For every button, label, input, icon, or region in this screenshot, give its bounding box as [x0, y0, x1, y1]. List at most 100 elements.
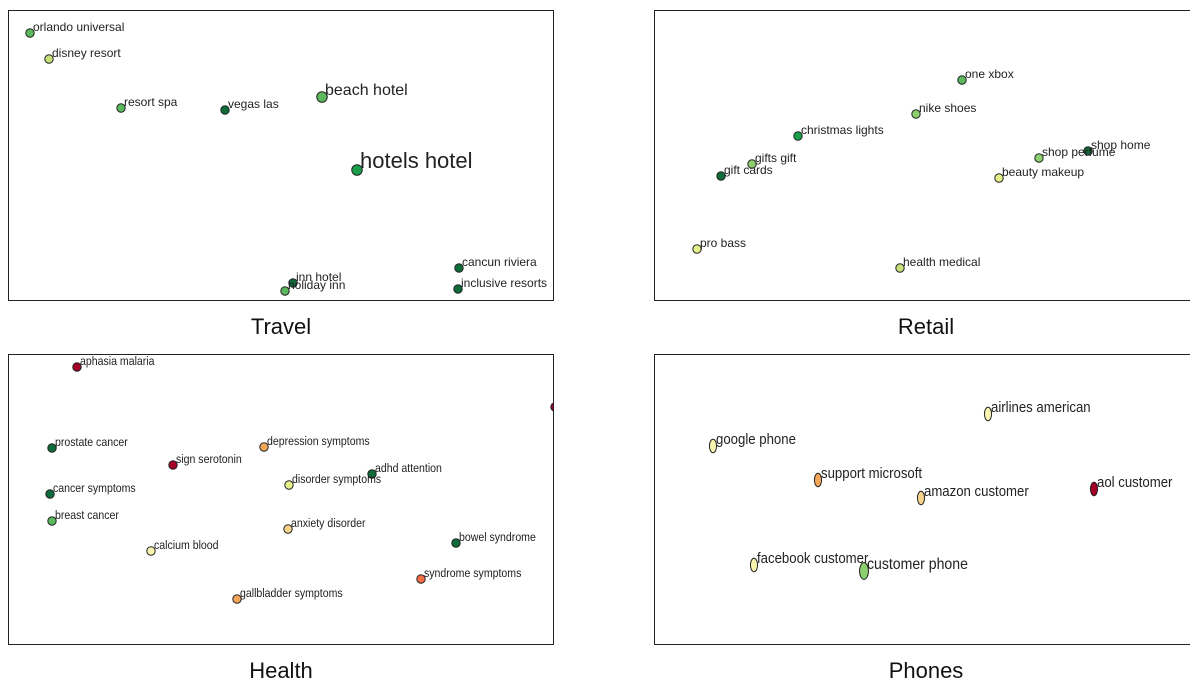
scatter-point: depression symptoms — [259, 435, 370, 452]
health-caption: Health — [249, 658, 313, 683]
point-marker — [45, 489, 55, 499]
point-marker — [747, 159, 757, 169]
point-label: inclusive resorts — [461, 276, 547, 290]
scatter-point: cancun riviera — [454, 255, 537, 273]
scatter-point: cancer symptoms — [45, 482, 136, 499]
scatter-point: hotels hotel — [351, 148, 473, 176]
point-label: prostate cancer — [55, 436, 128, 449]
point-marker — [911, 109, 921, 119]
point-marker — [351, 164, 363, 176]
point-marker — [316, 91, 328, 103]
point-label: vegas las — [228, 97, 279, 111]
scatter-point: one xbox — [957, 67, 1014, 85]
point-marker — [454, 263, 464, 273]
scatter-point: adhd attention — [367, 462, 442, 479]
scatter-point: aol customer — [1089, 473, 1173, 497]
point-label: customer phone — [867, 555, 968, 573]
health-scatter-panel: aphasia malaria prostate cancer sign serot… — [8, 354, 554, 645]
point-marker — [453, 284, 463, 294]
retail-scatter-plot: one xbox nike shoes christmas lights gifts … — [692, 67, 1151, 273]
point-marker — [146, 546, 156, 556]
point-label: beach hotel — [325, 82, 408, 99]
point-label: anxiety disorder — [291, 517, 366, 530]
scatter-point: inn hotel — [288, 270, 341, 288]
point-marker — [708, 438, 718, 454]
point-label: syndrome symptoms — [424, 567, 522, 580]
scatter-point: shop home — [1083, 138, 1151, 156]
scatter-point: calcium blood — [146, 539, 219, 556]
scatter-point: nike shoes — [911, 101, 976, 119]
scatter-point: shop perfume — [1034, 145, 1116, 163]
scatter-point: gallbladder symptoms — [232, 587, 343, 604]
point-marker — [416, 574, 426, 584]
point-marker — [367, 469, 377, 479]
point-marker — [994, 173, 1004, 183]
point-label: shop perfume — [1042, 145, 1116, 159]
point-marker — [280, 286, 290, 296]
point-marker — [25, 28, 35, 38]
point-marker — [983, 406, 993, 422]
point-label: orlando universal — [33, 20, 124, 34]
point-label: nike shoes — [919, 101, 976, 115]
scatter-point: orlando universal — [25, 20, 124, 38]
point-marker — [916, 490, 926, 506]
point-label: breast cancer — [55, 509, 119, 522]
point-label: disorder symptoms — [292, 473, 381, 486]
point-label: inn hotel — [296, 270, 341, 284]
travel-scatter-plot: orlando universal disney resort resort spa… — [25, 20, 547, 296]
point-label: health medical — [903, 255, 980, 269]
health-scatter-plot: aphasia malaria prostate cancer sign serot… — [45, 355, 553, 604]
scatter-point: aphasia malaria — [72, 355, 155, 372]
scatter-point: vegas las — [220, 97, 279, 115]
scatter-point: resort spa — [116, 95, 178, 113]
point-label: bowel syndrome — [459, 531, 536, 544]
scatter-point: gifts gift — [747, 151, 797, 169]
point-label: gift cards — [724, 163, 773, 177]
point-marker — [749, 557, 759, 573]
scatter-point: airlines american — [983, 398, 1091, 422]
point-label: holiday inn — [288, 278, 345, 292]
point-marker — [1089, 481, 1099, 497]
point-label: aol customer — [1097, 473, 1173, 490]
point-label: cancun riviera — [462, 255, 537, 269]
point-marker — [288, 278, 298, 288]
point-marker — [895, 263, 905, 273]
point-marker — [259, 442, 269, 452]
point-marker — [1083, 146, 1093, 156]
point-label: adhd attention — [375, 462, 442, 475]
point-label: cancer symptoms — [53, 482, 136, 495]
point-marker — [550, 402, 553, 412]
point-marker — [716, 171, 726, 181]
scatter-point: disney resort — [44, 46, 121, 64]
retail-caption: Retail — [897, 314, 955, 339]
scatter-point: christmas lights — [793, 123, 884, 141]
point-label: beauty makeup — [1002, 165, 1084, 179]
point-marker — [451, 538, 461, 548]
scatter-point: breast cancer — [47, 509, 119, 526]
point-marker — [813, 472, 823, 488]
phones-scatter-panel: airlines american google phone support mic… — [654, 354, 1190, 645]
point-label: resort spa — [124, 95, 178, 109]
point-marker — [1034, 153, 1044, 163]
point-label: sign serotonin — [176, 453, 242, 466]
scatter-point: holiday inn — [280, 278, 345, 296]
point-marker — [44, 54, 54, 64]
scatter-point: beach hotel — [316, 82, 408, 103]
point-label: support microsoft — [821, 464, 922, 481]
point-label: pro bass — [700, 236, 746, 250]
scatter-point: amazon customer — [916, 482, 1029, 506]
point-label: gallbladder symptoms — [240, 587, 343, 600]
scatter-point: gift cards — [716, 163, 773, 181]
point-label: depression symptoms — [267, 435, 370, 448]
scatter-point: inclusive resorts — [453, 276, 547, 294]
point-label: amazon customer — [924, 482, 1029, 499]
point-marker — [284, 480, 294, 490]
point-marker — [72, 362, 82, 372]
scatter-point: google phone — [708, 430, 796, 454]
point-label: google phone — [716, 430, 796, 447]
point-marker — [859, 562, 869, 580]
scatter-point: anxiety disorder — [283, 517, 366, 534]
scatter-point: health medical — [895, 255, 980, 273]
scatter-point: syndrome symptoms — [416, 567, 522, 584]
scatter-point: facebook customer — [749, 549, 869, 573]
